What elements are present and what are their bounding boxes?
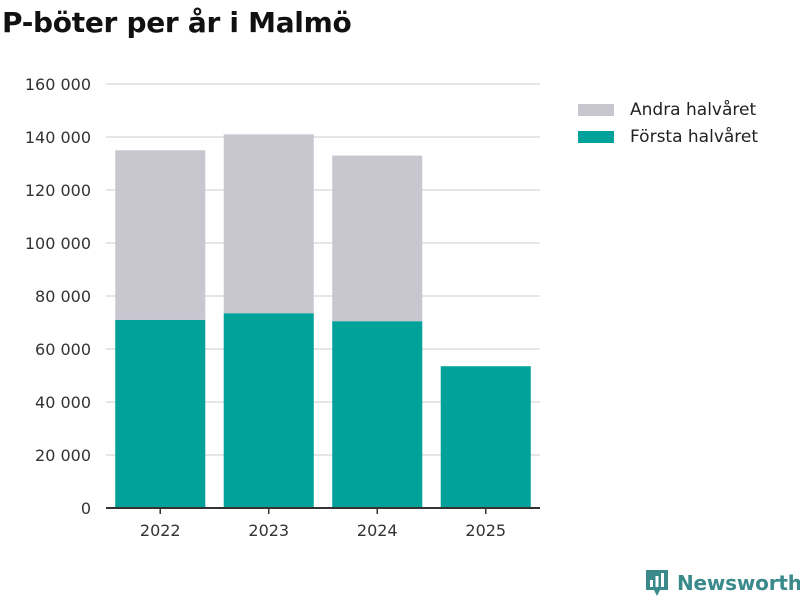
bars	[115, 134, 531, 508]
x-tick-label: 2025	[465, 521, 506, 540]
legend-label-forsta-halvaret: Första halvåret	[630, 126, 759, 147]
y-tick-label: 160 000	[25, 75, 91, 94]
bar-forsta-halvaret-2024[interactable]	[332, 321, 423, 508]
bar-forsta-halvaret-2025[interactable]	[440, 366, 531, 508]
brand-logo[interactable]: Newsworthy	[644, 568, 800, 598]
bar-forsta-halvaret-2022[interactable]	[115, 319, 206, 508]
y-tick-label: 20 000	[35, 446, 91, 465]
bar-andra-halvaret-2023[interactable]	[223, 134, 314, 314]
legend: Andra halvåret Första halvåret	[578, 96, 758, 150]
y-axis-ticks: 0 20 000 40 000 60 000 80 000 100 000 120 000 1…	[25, 75, 91, 518]
x-tick-label: 2024	[357, 521, 398, 540]
y-tick-label: 60 000	[35, 340, 91, 359]
x-axis-ticks: 2022 2023 2024 2025	[140, 508, 506, 540]
chart-title: P-böter per år i Malmö	[2, 6, 352, 39]
y-tick-label: 80 000	[35, 287, 91, 306]
bar-forsta-halvaret-2023[interactable]	[223, 313, 314, 508]
legend-label-andra-halvaret: Andra halvåret	[630, 99, 757, 120]
y-tick-label: 40 000	[35, 393, 91, 412]
legend-swatch-forsta-halvaret	[578, 130, 614, 143]
newsworthy-logo-icon	[646, 570, 668, 596]
y-tick-label: 140 000	[25, 128, 91, 147]
y-tick-label: 0	[81, 499, 91, 518]
y-tick-label: 120 000	[25, 181, 91, 200]
bar-andra-halvaret-2024[interactable]	[332, 155, 423, 322]
brand-name: Newsworthy	[677, 571, 800, 595]
x-tick-label: 2023	[248, 521, 289, 540]
y-tick-label: 100 000	[25, 234, 91, 253]
legend-swatch-andra-halvaret	[578, 103, 614, 116]
legend-item-forsta-halvaret[interactable]: Första halvåret	[578, 123, 758, 150]
legend-item-andra-halvaret[interactable]: Andra halvåret	[578, 96, 758, 123]
bar-andra-halvaret-2022[interactable]	[115, 150, 206, 320]
x-tick-label: 2022	[140, 521, 181, 540]
